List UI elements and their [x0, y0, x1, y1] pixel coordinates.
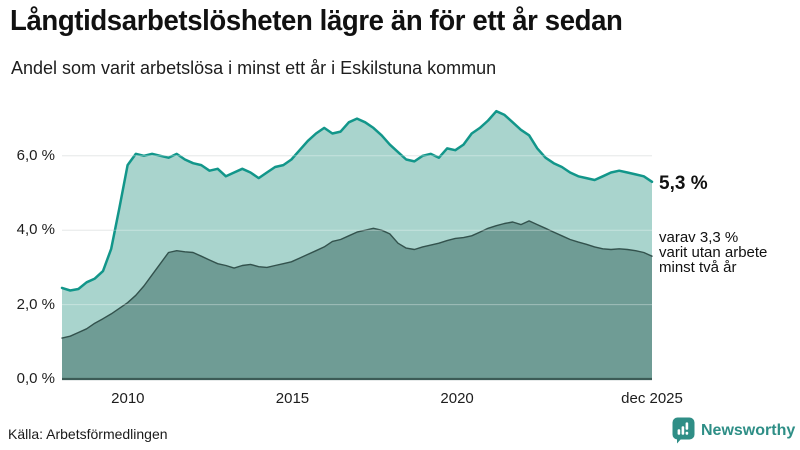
newsworthy-logo-icon	[672, 417, 695, 444]
x-axis-label: 2010	[111, 390, 145, 407]
x-axis-label: 2015	[275, 390, 310, 407]
page-subtitle: Andel som varit arbetslösa i minst ett å…	[11, 58, 497, 78]
y-axis-label: 4,0 %	[16, 221, 55, 239]
newsworthy-brand-label: Newsworthy	[701, 421, 796, 439]
y-axis-label: 2,0 %	[16, 295, 55, 313]
end-value-detail-label: varav 3,3 % varit utan arbete minst två …	[659, 229, 768, 276]
y-axis-label: 0,0 %	[16, 370, 55, 387]
page-title: Långtidsarbetslösheten lägre än för ett …	[10, 5, 623, 37]
newsworthy-brand: Newsworthy	[672, 417, 795, 444]
y-axis-label: 6,0 %	[16, 146, 55, 164]
source-caption: Källa: Arbetsförmedlingen	[8, 426, 168, 442]
end-value-label: 5,3 %	[659, 173, 708, 194]
x-axis-label: dec 2025	[621, 390, 683, 407]
x-axis-label: 2020	[440, 390, 474, 407]
